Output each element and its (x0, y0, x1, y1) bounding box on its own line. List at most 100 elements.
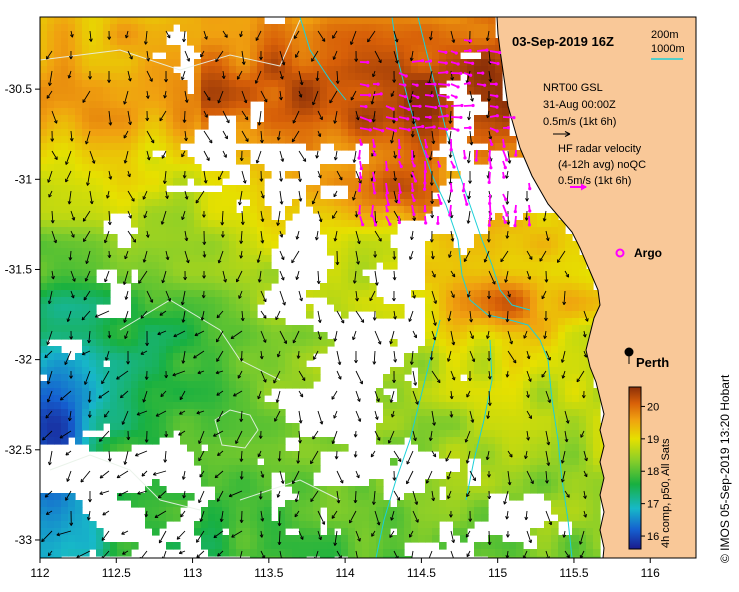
sst-cell (208, 500, 216, 508)
sst-cell (145, 178, 153, 186)
sst-cell (159, 164, 167, 172)
sst-cell (285, 171, 293, 179)
sst-cell (397, 542, 405, 550)
sst-cell (453, 388, 461, 396)
sst-cell (54, 402, 62, 410)
sst-cell (411, 185, 419, 193)
sst-cell (222, 472, 230, 480)
sst-cell (250, 248, 258, 256)
sst-cell (376, 24, 384, 32)
sst-cell (278, 542, 286, 550)
sst-cell (551, 332, 559, 340)
current-vector (182, 110, 187, 123)
sst-cell (68, 395, 76, 403)
sst-cell (432, 17, 440, 25)
sst-cell (96, 409, 104, 417)
current-vector (123, 450, 129, 465)
current-vector (352, 270, 357, 284)
sst-cell (236, 500, 244, 508)
current-vector (355, 250, 360, 265)
sst-cell (236, 73, 244, 81)
current-vector (525, 190, 529, 202)
sst-cell (362, 122, 370, 130)
sst-cell (124, 101, 132, 109)
sst-cell (159, 500, 167, 508)
sst-cell (40, 73, 48, 81)
sst-cell (495, 318, 503, 326)
sst-cell (285, 472, 293, 480)
sst-cell (327, 234, 335, 242)
sst-cell (131, 500, 139, 508)
current-vector (240, 210, 245, 225)
sst-cell (222, 73, 230, 81)
sst-cell (334, 514, 342, 522)
current-vector (279, 290, 286, 306)
sst-cell (229, 17, 237, 25)
sst-cell (236, 262, 244, 270)
sst-cell (215, 213, 223, 221)
sst-cell (222, 262, 230, 270)
sst-cell (117, 276, 125, 284)
sst-cell (138, 185, 146, 193)
sst-cell (334, 52, 342, 60)
sst-cell (537, 325, 545, 333)
sst-cell (124, 199, 132, 207)
sst-cell (432, 318, 440, 326)
sst-cell (215, 38, 223, 46)
sst-cell (257, 318, 265, 326)
sst-cell (278, 430, 286, 438)
sst-cell (593, 402, 601, 410)
sst-cell (194, 339, 202, 347)
current-vector (179, 390, 186, 401)
sst-cell (439, 178, 447, 186)
sst-cell (96, 157, 104, 165)
sst-cell (236, 430, 244, 438)
sst-cell (166, 402, 174, 410)
sst-cell (236, 157, 244, 165)
sst-cell (208, 430, 216, 438)
sst-cell (565, 290, 573, 298)
sst-cell (495, 353, 503, 361)
sst-cell (516, 360, 524, 368)
sst-cell (362, 164, 370, 172)
sst-cell (306, 24, 314, 32)
sst-cell (432, 108, 440, 116)
sst-cell (460, 318, 468, 326)
sst-cell (68, 129, 76, 137)
sst-cell (173, 542, 181, 550)
sst-cell (551, 521, 559, 529)
sst-cell (47, 31, 55, 39)
sst-cell (404, 38, 412, 46)
sst-cell (250, 479, 258, 487)
current-vector (431, 410, 436, 426)
sst-cell (376, 430, 384, 438)
sst-cell (257, 332, 265, 340)
sst-cell (40, 290, 48, 298)
sst-cell (103, 45, 111, 53)
sst-cell (509, 143, 517, 151)
sst-cell (341, 52, 349, 60)
sst-cell (481, 304, 489, 312)
sst-cell (264, 318, 272, 326)
sst-cell (194, 304, 202, 312)
sst-cell (82, 115, 90, 123)
sst-cell (159, 514, 167, 522)
sst-cell (432, 479, 440, 487)
sst-cell (481, 150, 489, 158)
current-vector (279, 270, 285, 281)
sst-cell (348, 192, 356, 200)
sst-cell (75, 311, 83, 319)
current-vector (291, 130, 300, 143)
sst-cell (453, 528, 461, 536)
sst-cell (131, 248, 139, 256)
sst-cell (453, 395, 461, 403)
current-vector (504, 270, 509, 283)
sst-cell (313, 437, 321, 445)
current-vector (239, 350, 244, 362)
sst-cell (572, 381, 580, 389)
sst-cell (61, 318, 69, 326)
current-vector (65, 150, 72, 165)
sst-cell (173, 45, 181, 53)
sst-cell (495, 409, 503, 417)
sst-cell (138, 402, 146, 410)
